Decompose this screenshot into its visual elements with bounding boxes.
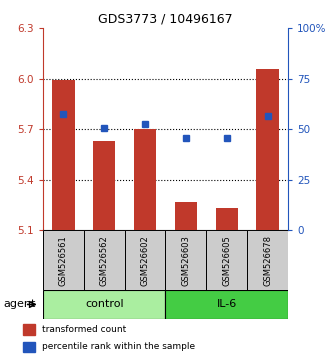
Text: GSM526562: GSM526562 <box>100 235 109 286</box>
Bar <box>23 324 35 335</box>
Bar <box>247 230 288 290</box>
Bar <box>84 230 125 290</box>
Bar <box>43 290 166 319</box>
Title: GDS3773 / 10496167: GDS3773 / 10496167 <box>98 13 233 26</box>
Text: control: control <box>85 299 123 309</box>
Bar <box>23 342 35 352</box>
Text: IL-6: IL-6 <box>216 299 237 309</box>
Text: percentile rank within the sample: percentile rank within the sample <box>42 342 195 352</box>
Bar <box>166 290 288 319</box>
Text: agent: agent <box>3 299 36 309</box>
Bar <box>166 230 206 290</box>
Bar <box>175 201 197 230</box>
Bar <box>125 230 166 290</box>
Bar <box>93 141 116 230</box>
Bar <box>206 230 247 290</box>
Bar <box>215 208 238 230</box>
Text: GSM526605: GSM526605 <box>222 235 231 286</box>
Bar <box>43 230 84 290</box>
Text: GSM526561: GSM526561 <box>59 235 68 286</box>
Text: transformed count: transformed count <box>42 325 126 334</box>
Bar <box>256 69 279 230</box>
Text: GSM526602: GSM526602 <box>141 235 150 286</box>
Bar <box>134 129 156 230</box>
Bar <box>52 80 75 230</box>
Text: GSM526678: GSM526678 <box>263 235 272 286</box>
Text: GSM526603: GSM526603 <box>181 235 190 286</box>
